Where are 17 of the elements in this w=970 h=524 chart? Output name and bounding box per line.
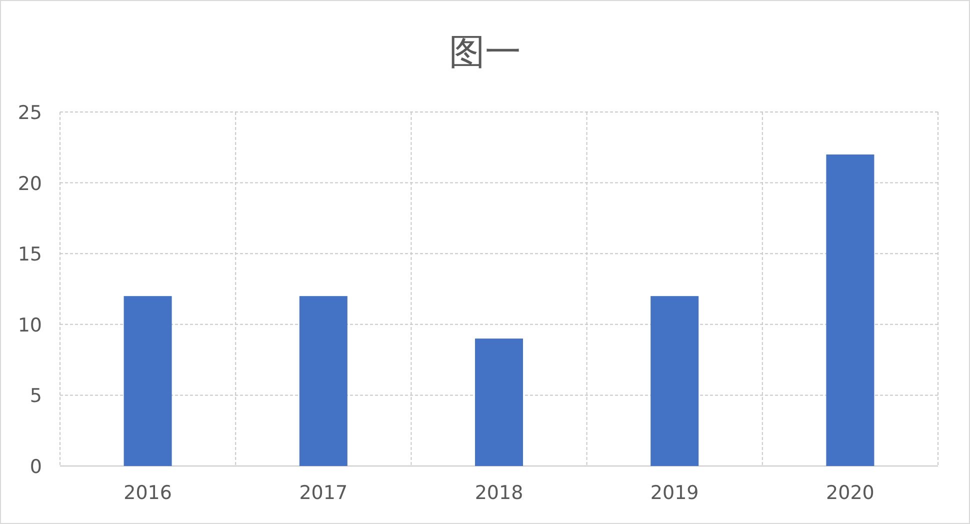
y-tick-label: 25	[18, 102, 42, 124]
y-tick-label: 5	[30, 385, 42, 408]
y-tick-label: 20	[18, 172, 42, 195]
bar	[650, 296, 699, 466]
bar	[826, 154, 874, 466]
x-tick-label: 2020	[826, 482, 874, 504]
bar	[124, 296, 172, 466]
y-tick-label: 0	[30, 456, 42, 478]
x-tick-label: 2018	[474, 482, 524, 504]
y-tick-label: 10	[18, 314, 42, 336]
chart-title: 图一	[449, 32, 521, 73]
x-tick-label: 2016	[124, 482, 172, 504]
bar	[299, 296, 348, 466]
bar	[475, 338, 523, 466]
x-tick-label: 2017	[299, 482, 348, 504]
y-tick-label: 15	[18, 244, 42, 266]
x-tick-label: 2019	[650, 482, 699, 504]
